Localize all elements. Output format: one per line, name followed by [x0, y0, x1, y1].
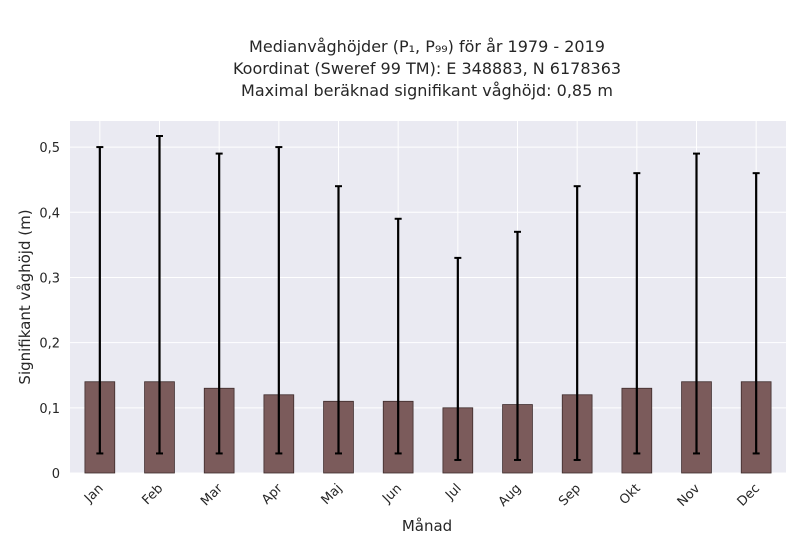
error-bar-sep	[573, 185, 581, 461]
y-axis-label: Signifikant våghöjd (m)	[16, 209, 34, 384]
x-tick-label: Dec	[735, 481, 763, 509]
y-tick-label: 0,4	[39, 206, 60, 221]
x-tick-label: Sep	[556, 481, 584, 509]
x-tick-label: Mar	[198, 481, 226, 509]
error-bars	[96, 134, 760, 461]
error-bar-mar	[215, 152, 223, 455]
y-tick-label: 0,1	[39, 402, 60, 417]
x-tick-label: Feb	[139, 481, 166, 508]
error-bar-jun	[394, 217, 402, 455]
chart-title: Medianvåghöjder (P₁, P₉₉) för år 1979 - …	[233, 37, 621, 100]
y-tick-label: 0,2	[39, 337, 60, 352]
y-tick-label: 0	[52, 467, 60, 482]
y-tick-label: 0,3	[39, 271, 60, 286]
plot-area	[70, 121, 786, 473]
x-tick-label: Maj	[319, 481, 346, 508]
error-bar-nov	[693, 152, 700, 455]
error-bar-maj	[335, 185, 342, 455]
error-bar-okt	[633, 172, 641, 455]
error-bar-jul	[454, 256, 462, 461]
y-axis-ticks: 0 0,1 0,2 0,3 0,4 0,5	[39, 141, 60, 482]
y-tick-label: 0,5	[39, 141, 60, 156]
x-tick-label: Jul	[442, 481, 464, 503]
error-bar-jan	[96, 146, 104, 455]
error-bar-dec	[752, 172, 760, 455]
error-bar-feb	[156, 134, 163, 455]
x-tick-label: Jun	[379, 481, 405, 507]
x-tick-label: Nov	[675, 481, 704, 510]
title-line-1: Medianvåghöjder (P₁, P₉₉) för år 1979 - …	[249, 37, 605, 56]
x-tick-label: Aug	[496, 481, 525, 510]
title-line-3: Maximal beräknad signifikant våghöjd: 0,…	[241, 81, 613, 100]
x-axis-label: Månad	[402, 517, 452, 535]
x-axis-ticks: Jan Feb Mar Apr Maj Jun Jul Aug Sep Okt Nov Dec	[81, 481, 763, 510]
title-line-2: Koordinat (Sweref 99 TM): E 348883, N 61…	[233, 59, 621, 78]
x-tick-label: Jan	[81, 481, 106, 506]
x-tick-label: Okt	[617, 481, 644, 508]
error-bar-aug	[514, 230, 521, 461]
x-tick-label: Apr	[259, 481, 286, 508]
error-bar-apr	[275, 146, 283, 455]
